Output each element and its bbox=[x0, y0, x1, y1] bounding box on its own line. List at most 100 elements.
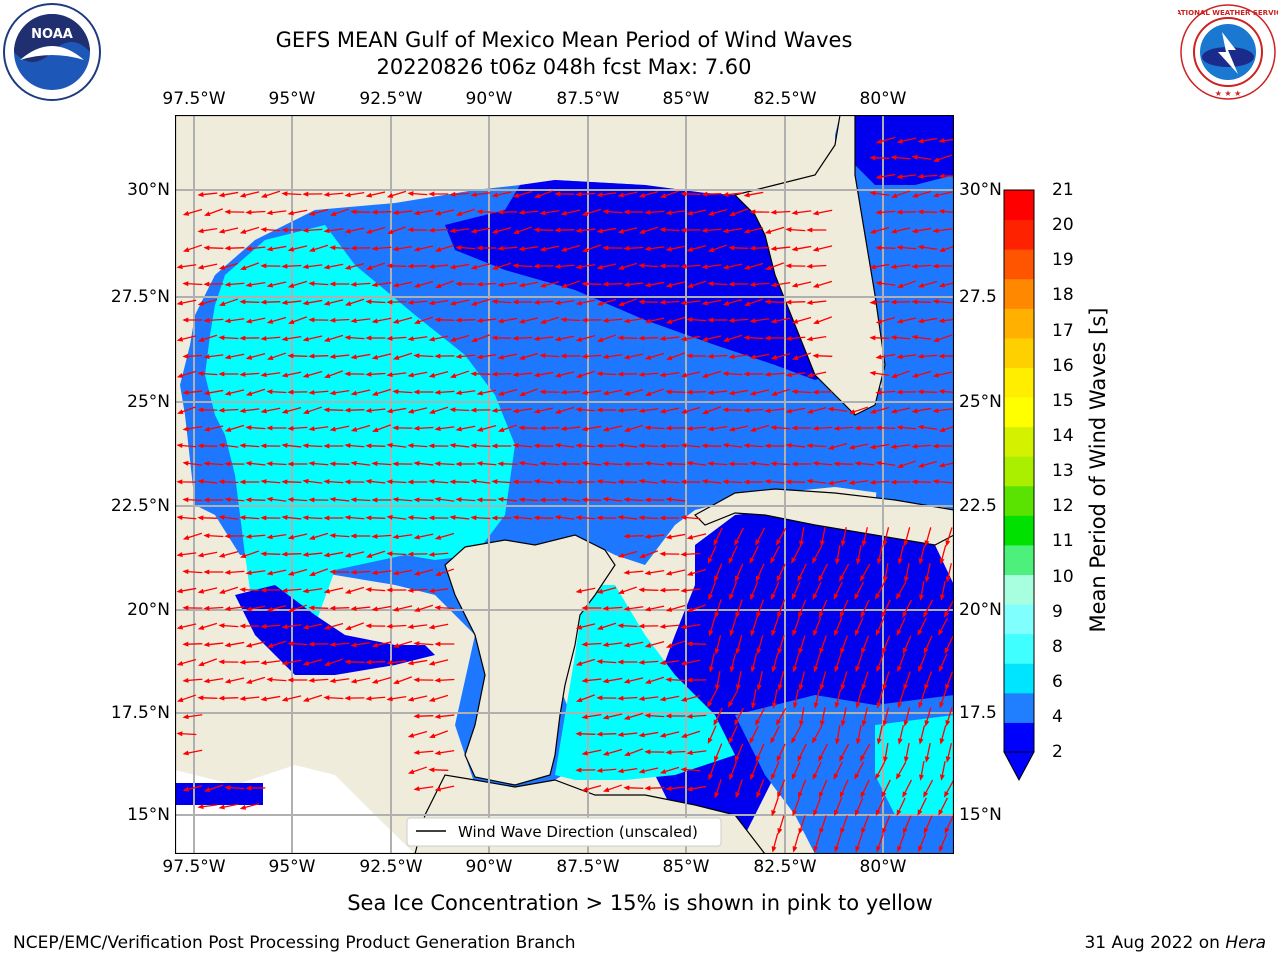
wind-arrow-head bbox=[539, 497, 546, 503]
wind-arrow-head bbox=[182, 569, 189, 575]
wind-arrow-head bbox=[869, 155, 876, 161]
wind-arrow-head bbox=[896, 629, 902, 636]
wind-arrow-head bbox=[812, 246, 820, 252]
wind-arrow-head bbox=[665, 749, 672, 755]
wind-arrow-head bbox=[470, 192, 477, 198]
wind-arrow-head bbox=[776, 539, 782, 546]
wind-arrow-head bbox=[470, 337, 478, 343]
wind-arrow-head bbox=[302, 300, 309, 306]
wind-arrow-head bbox=[770, 391, 778, 396]
wind-arrow-head bbox=[743, 301, 751, 306]
wind-arrow-head bbox=[602, 714, 610, 720]
wind-arrow-head bbox=[854, 593, 860, 600]
wind-arrow-head bbox=[938, 282, 946, 288]
wind-arrow-head bbox=[897, 845, 902, 853]
wind-arrow-head bbox=[224, 497, 231, 503]
wind-arrow-head bbox=[764, 479, 771, 485]
wind-arrow-head bbox=[413, 246, 421, 252]
wind-arrow-head bbox=[350, 209, 357, 215]
wind-arrow-head bbox=[617, 265, 625, 270]
wind-arrow-head bbox=[413, 534, 420, 540]
wind-arrow-head bbox=[623, 427, 631, 432]
wind-arrow-head bbox=[218, 623, 225, 629]
wind-arrow-head bbox=[791, 737, 797, 744]
wind-arrow-head bbox=[791, 282, 799, 288]
wind-arrow-head bbox=[896, 354, 903, 360]
wind-arrow-head bbox=[407, 660, 414, 666]
wind-arrow-head bbox=[266, 425, 273, 431]
wind-arrow-head bbox=[617, 371, 624, 377]
wind-arrow-head bbox=[386, 514, 393, 520]
wind-arrow-head bbox=[266, 246, 273, 252]
wind-arrow-head bbox=[638, 371, 645, 377]
chart-title-line1: GEFS MEAN Gulf of Mexico Mean Period of … bbox=[275, 28, 853, 52]
wind-arrow-head bbox=[945, 540, 951, 547]
wind-arrow-head bbox=[938, 629, 944, 636]
wind-arrow-head bbox=[750, 773, 755, 781]
wind-arrow-head bbox=[224, 209, 231, 215]
wind-arrow-head bbox=[840, 540, 846, 547]
wind-arrow-head bbox=[596, 588, 604, 594]
wind-arrow-head bbox=[819, 647, 825, 655]
wind-arrow-head bbox=[575, 479, 582, 485]
wind-arrow-head bbox=[938, 318, 945, 324]
wind-arrow-head bbox=[386, 372, 393, 378]
wind-arrow-head bbox=[728, 245, 735, 251]
wind-arrow-head bbox=[203, 317, 210, 323]
wind-arrow-head bbox=[581, 390, 588, 396]
wind-arrow-head bbox=[722, 407, 729, 413]
wind-arrow-head bbox=[176, 336, 184, 342]
lat-tick-left: 20°N bbox=[127, 600, 170, 620]
wind-arrow-head bbox=[911, 408, 918, 414]
wind-arrow-head bbox=[560, 210, 568, 216]
wind-arrow-head bbox=[770, 425, 777, 431]
wind-arrow-head bbox=[203, 642, 210, 648]
wind-arrow-head bbox=[239, 623, 246, 629]
wind-arrow-head bbox=[323, 337, 331, 342]
wind-arrow-head bbox=[749, 209, 756, 215]
wind-arrow-head bbox=[308, 353, 315, 359]
wind-arrow-head bbox=[260, 623, 267, 629]
wind-arrow-head bbox=[939, 665, 944, 673]
wind-arrow-head bbox=[560, 461, 567, 467]
wind-arrow-head bbox=[875, 773, 881, 780]
wind-arrow-head bbox=[771, 702, 777, 709]
wind-arrow-head bbox=[518, 425, 525, 431]
wind-arrow-head bbox=[344, 552, 352, 558]
wind-arrow-head bbox=[560, 246, 568, 252]
wind-arrow-head bbox=[665, 246, 672, 252]
wind-arrow-head bbox=[491, 371, 498, 377]
wind-arrow-head bbox=[218, 301, 226, 306]
wind-arrow-head bbox=[512, 192, 520, 198]
wind-arrow-head bbox=[798, 684, 804, 691]
lon-tick-bottom: 95°W bbox=[268, 857, 316, 877]
wind-arrow-head bbox=[729, 773, 734, 781]
wind-arrow-head bbox=[323, 443, 330, 449]
wind-arrow-head bbox=[287, 641, 294, 647]
wind-arrow-head bbox=[869, 190, 876, 196]
wind-arrow-head bbox=[932, 372, 940, 378]
wind-arrow-head bbox=[883, 756, 888, 763]
wind-arrow-head bbox=[386, 408, 393, 414]
wind-arrow-head bbox=[911, 263, 918, 269]
wind-arrow-head bbox=[386, 623, 393, 629]
wind-arrow-head bbox=[714, 791, 720, 799]
wind-arrow-head bbox=[470, 443, 477, 449]
wind-arrow-head bbox=[918, 701, 924, 709]
wind-arrow-head bbox=[659, 193, 667, 198]
wind-arrow-head bbox=[281, 479, 288, 485]
wind-arrow-head bbox=[638, 478, 645, 484]
wind-arrow-head bbox=[750, 593, 755, 601]
wind-arrow-head bbox=[623, 715, 631, 720]
wind-arrow-head bbox=[449, 228, 456, 234]
wind-arrow-head bbox=[770, 209, 777, 215]
wind-arrow-head bbox=[329, 211, 337, 216]
wind-arrow-head bbox=[722, 192, 729, 198]
colorbar-frame bbox=[1003, 189, 1035, 753]
wind-arrow-head bbox=[308, 605, 315, 611]
wind-arrow-head bbox=[512, 479, 519, 485]
wind-arrow-head bbox=[749, 737, 755, 744]
wind-arrow-head bbox=[581, 247, 589, 253]
wind-arrow-head bbox=[701, 191, 708, 197]
wind-arrow-head bbox=[245, 679, 253, 684]
